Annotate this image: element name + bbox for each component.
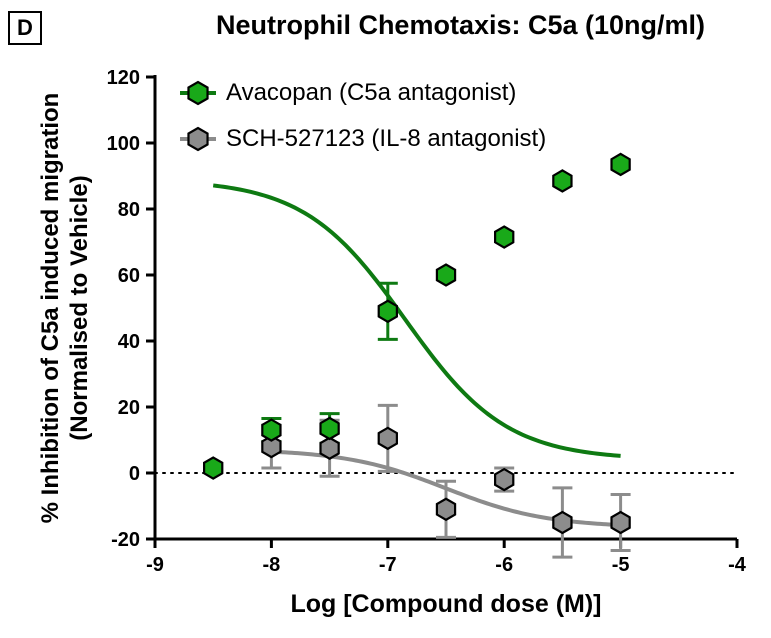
data-point-series-1	[610, 510, 631, 535]
legend-label-sch527123: SCH-527123 (IL-8 antagonist)	[226, 125, 547, 152]
panel-label: D	[8, 11, 42, 45]
data-point-series-1	[261, 434, 282, 459]
x-axis-label: Log [Compound dose (M)]	[290, 590, 602, 618]
x-tick-label: -6	[495, 554, 513, 576]
data-point-series-0	[610, 152, 631, 177]
data-point-series-0	[435, 263, 457, 287]
data-point-series-0	[203, 456, 224, 480]
axes: -20 0 20 40 60 80 100 120 -9 -8 -7 -6 -5 -4	[107, 67, 747, 576]
data-point-series-0	[319, 416, 340, 441]
data-point-series-1	[319, 436, 340, 461]
plot-area	[154, 152, 738, 559]
y-tick-label: 100	[107, 133, 140, 155]
data-point-series-1	[494, 467, 515, 492]
y-tick-label: 80	[118, 199, 140, 221]
y-tick-label: 0	[129, 463, 140, 485]
data-point-series-0	[494, 225, 515, 249]
data-point-series-1	[552, 510, 573, 535]
y-tick-label: 120	[107, 67, 140, 89]
x-tick-label: -5	[612, 554, 630, 576]
y-tick-label: 60	[118, 265, 140, 287]
fit-curve-series-0	[212, 183, 621, 458]
x-tick-label: -7	[379, 554, 397, 576]
x-tick-label: -8	[263, 554, 281, 576]
legend-marker-sch527123	[180, 126, 216, 152]
y-axis-label-line1: % Inhibition of C5a induced migration	[37, 92, 64, 524]
legend-hexagon	[187, 80, 209, 106]
legend-label-avacopan: Avacopan (C5a antagonist)	[226, 79, 517, 106]
x-tick-label: -9	[146, 554, 164, 576]
chart-title: Neutrophil Chemotaxis: C5a (10ng/ml)	[215, 10, 706, 40]
x-tick-label: -4	[728, 554, 747, 576]
data-point-series-1	[377, 426, 398, 451]
data-point-series-0	[552, 169, 573, 193]
data-point-series-0	[261, 418, 282, 442]
data-point-series-0	[377, 299, 398, 324]
y-axis-label-line2: (Normalised to Vehicle)	[66, 175, 93, 441]
y-tick-label: 40	[118, 331, 140, 353]
y-tick-label: 20	[118, 397, 140, 419]
legend-hexagon	[187, 126, 209, 152]
y-tick-label: -20	[111, 529, 140, 551]
data-point-series-1	[435, 497, 457, 522]
legend-marker-avacopan	[180, 80, 216, 106]
